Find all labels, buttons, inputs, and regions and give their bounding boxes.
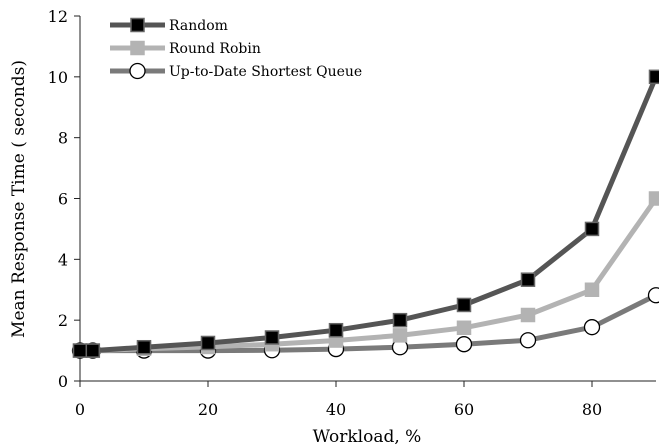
legend-marker [130,40,145,56]
axes: 0 2 4 6 8 10 12 0 20 40 60 80 [48,7,656,419]
data-point [392,328,408,343]
data-point [136,339,152,355]
y-tick-label: 0 [58,372,68,391]
data-point [584,282,600,297]
series-line [80,75,659,354]
y-tick-label: 2 [58,311,68,330]
legend-entry: Random [110,17,228,34]
data-point [648,69,659,85]
x-tick-label: 0 [75,400,85,419]
x-tick-label: 20 [198,400,218,419]
x-tick-label: 80 [582,400,602,419]
y-tick-label: 4 [58,250,68,269]
data-point [392,312,408,328]
data-point [200,335,216,351]
data-point [520,272,536,287]
series-layer [71,69,659,359]
x-tick-label: 40 [326,400,346,419]
data-point [647,287,659,304]
data-point [456,297,472,313]
y-tick-label: 10 [48,68,68,87]
legend-marker [129,62,146,80]
series-random [72,69,659,358]
legend-entry: Up-to-Date Shortest Queue [110,62,362,80]
legend-label: Random [169,18,228,34]
series-line [80,197,659,354]
x-tick-label: 60 [454,400,474,419]
y-tick-label: 6 [58,190,68,209]
data-point [72,343,88,358]
data-point [648,191,659,206]
data-point [456,320,472,336]
legend-entry: Round Robin [110,40,261,57]
y-axis-label: Mean Response Time ( seconds) [9,60,29,338]
data-point [328,322,344,338]
x-axis-label: Workload, % [313,427,422,446]
legend-marker [130,17,145,33]
data-point [455,336,473,353]
data-point [264,330,280,345]
legend: Random Round Robin Up-to-Date Shortest Que… [110,17,362,80]
data-point [519,332,537,349]
legend-label: Up-to-Date Shortest Queue [169,64,362,80]
y-tick-label: 12 [48,7,68,26]
data-point [85,343,101,358]
legend-label: Round Robin [169,41,261,57]
y-tick-label: 8 [58,129,68,148]
data-point [583,319,601,336]
data-point [520,307,536,323]
data-point [584,221,600,237]
